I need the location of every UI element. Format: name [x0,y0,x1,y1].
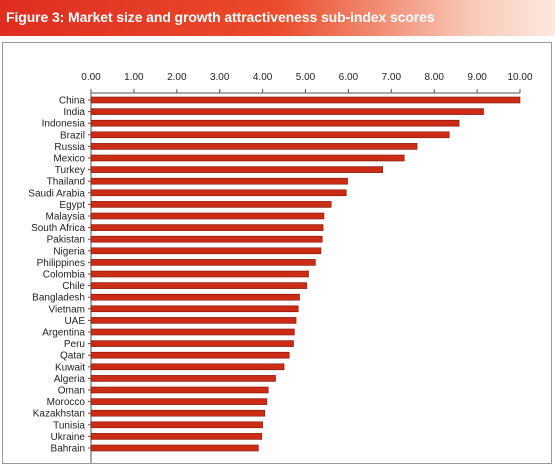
figure-title: Figure 3: Market size and growth attract… [6,9,435,25]
bar [90,201,332,208]
category-label: Ukraine [51,432,86,443]
category-label: Brazil [60,130,85,141]
category-label: Chile [62,281,85,292]
bar [90,305,299,313]
category-label: Colombia [43,270,86,281]
bar [90,398,268,405]
x-tick-label: 3.00 [210,72,230,83]
category-label: Peru [64,339,85,350]
category-label: Nigeria [53,246,85,257]
category-label: Thailand [47,177,85,188]
bar [90,177,348,185]
category-label: India [63,107,85,118]
category-label: Egypt [59,200,85,211]
bar [90,143,418,150]
bar [90,270,309,278]
bar [90,317,297,324]
bar [90,433,263,440]
bar [90,212,325,220]
category-label: Turkey [55,165,85,176]
bar [90,96,521,104]
category-label: Mexico [53,154,85,165]
x-tick-label: 5.00 [296,72,316,83]
category-label: Kuwait [55,362,85,373]
category-label: Russia [54,142,85,153]
bar [90,293,300,301]
category-label: Kazakhstan [33,409,85,420]
bar [90,386,269,394]
bar [90,166,384,173]
category-label: Oman [58,386,85,397]
category-label: Saudi Arabia [28,188,85,199]
category-label: Morocco [47,397,86,408]
x-tick-label: 7.00 [382,72,402,83]
bar [90,328,295,336]
bar [90,282,308,289]
bar [90,189,347,197]
x-tick-label: 1.00 [124,72,144,83]
x-tick-label: 9.00 [467,72,487,83]
bar [90,340,294,347]
bar [90,351,290,359]
category-label: Philippines [37,258,85,269]
bar-chart: 0.00 1.00 2.00 3.00 4.00 5.00 6.00 7.00 8.00 9.00… [28,72,533,463]
category-label: Malaysia [46,212,86,223]
category-label: Algeria [54,374,86,385]
category-label: Indonesia [42,119,86,130]
figure-header: Figure 3: Market size and growth attract… [0,0,555,36]
bar [90,131,450,139]
bar [90,421,263,429]
bar [90,375,276,382]
bar [90,444,259,452]
category-label: Bangladesh [32,293,85,304]
bar [90,363,285,371]
category-label: Qatar [60,351,86,362]
category-label: Argentina [42,328,85,339]
category-label: South Africa [31,223,85,234]
chart-frame: 0.00 1.00 2.00 3.00 4.00 5.00 6.00 7.00 8.00 9.00… [2,42,552,464]
x-tick-label: 2.00 [167,72,187,83]
x-tick-label: 0.00 [81,72,101,83]
category-label: UAE [64,316,85,327]
x-tick-label: 4.00 [253,72,273,83]
bar [90,108,484,115]
x-tick-label: 8.00 [424,72,444,83]
bar [90,409,266,417]
category-label: Tunisia [53,420,85,431]
category-label: China [59,96,86,107]
bar [90,235,323,243]
bar [90,247,322,255]
bar [90,259,316,266]
x-tick-label: 10.00 [507,72,532,83]
category-label: Vietnam [48,304,85,315]
bar [90,224,324,231]
bar [90,154,405,162]
bar [90,119,460,127]
category-label: Bahrain [51,444,85,455]
category-label: Pakistan [47,235,85,246]
x-tick-label: 6.00 [339,72,359,83]
